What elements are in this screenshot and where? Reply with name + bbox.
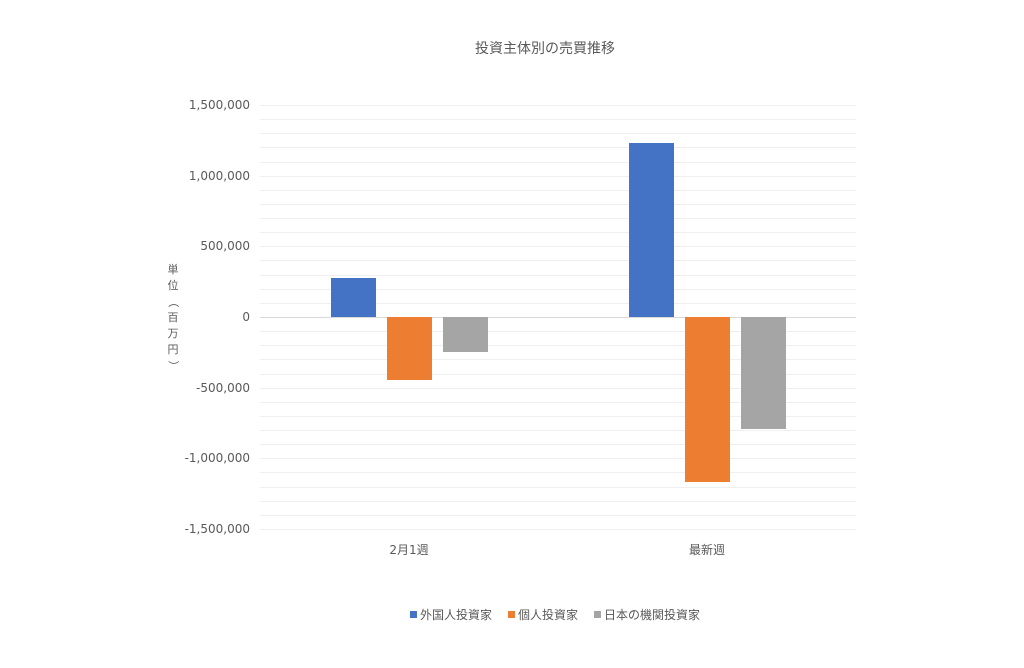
gridline (260, 401, 856, 403)
gridline (260, 458, 856, 460)
gridline (260, 302, 856, 304)
y-axis-label: 単位 （ 百万円 ） (166, 262, 180, 374)
gridline (260, 373, 856, 375)
gridline (260, 529, 856, 530)
gridline (260, 387, 856, 389)
gridline (260, 274, 856, 276)
gridline (260, 218, 856, 220)
gridline (260, 472, 856, 474)
y-tick-label: -1,500,000 (184, 522, 250, 536)
legend-swatch-icon (410, 611, 417, 618)
legend-label: 個人投資家 (518, 608, 579, 622)
legend-label: 日本の機関投資家 (604, 608, 701, 622)
gridline (260, 331, 856, 333)
gridline (260, 486, 856, 488)
bar (740, 317, 786, 429)
y-axis-label-char: 単 (167, 263, 179, 276)
zero-line (260, 317, 856, 318)
chart-title: 投資主体別の売買推移 (475, 41, 615, 57)
gridline (260, 161, 856, 163)
bar (330, 278, 376, 317)
y-tick-label: 1,500,000 (188, 98, 250, 112)
gridline (260, 189, 856, 191)
bar (628, 143, 674, 317)
gridline (260, 133, 856, 135)
y-axis-label-char: （ (167, 296, 180, 308)
gridline (260, 105, 856, 106)
y-axis-label-char: 位 (167, 279, 179, 292)
legend-swatch-icon (508, 611, 516, 618)
bar (386, 317, 432, 380)
x-tick-label: 2月1週 (389, 543, 429, 557)
gridline (260, 175, 856, 177)
bar (442, 317, 488, 353)
gridline (260, 260, 856, 262)
y-axis-label-char: 百 (167, 311, 179, 324)
y-tick-label: 500,000 (200, 239, 250, 254)
y-tick-label: 1,000,000 (188, 168, 250, 183)
gridline (260, 514, 856, 516)
legend-swatch-icon (594, 611, 602, 618)
gridline (260, 288, 856, 290)
bar (684, 317, 730, 482)
legend-item: 外国人投資家 (410, 606, 492, 623)
gridline (260, 203, 856, 205)
y-axis-label-char: 万 (167, 327, 179, 340)
gridline (260, 415, 856, 417)
gridline (260, 119, 856, 121)
legend-item: 個人投資家 (508, 606, 578, 623)
plot-area (260, 105, 856, 530)
y-axis-label-char: ） (167, 360, 180, 372)
y-tick-label: -1,000,000 (184, 451, 250, 466)
legend: 外国人投資家 個人投資家 日本の機関投資家 (410, 606, 700, 623)
gridline (260, 147, 856, 149)
gridline (260, 430, 856, 432)
y-tick-label: -500,000 (196, 380, 250, 395)
x-tick-label: 最新週 (688, 543, 726, 557)
y-axis-label-char: 円 (167, 343, 179, 356)
legend-item: 日本の機関投資家 (594, 606, 700, 623)
gridline (260, 246, 856, 248)
legend-label: 外国人投資家 (420, 608, 493, 622)
gridline (260, 359, 856, 361)
gridline (260, 500, 856, 502)
gridline (260, 444, 856, 446)
gridline (260, 232, 856, 234)
y-tick-label: 0 (242, 310, 250, 324)
gridline (260, 345, 856, 347)
